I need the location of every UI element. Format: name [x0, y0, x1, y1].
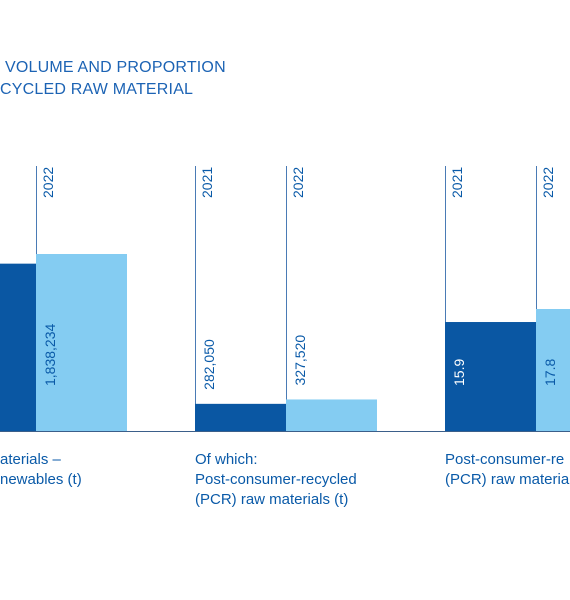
category-label-line: Post-consumer-re — [445, 451, 565, 468]
category-label-pcr-share: Post-consumer-re (PCR) raw materia — [445, 450, 569, 490]
category-label-line: Post-consumer-recycled — [195, 471, 357, 488]
chart-title-line-2: CYCLED RAW MATERIAL — [0, 81, 194, 98]
category-label-materials: aterials – newables (t) — [0, 450, 82, 490]
category-label-line: newables (t) — [0, 471, 82, 488]
bar-value-label: 17.8 — [542, 359, 558, 386]
bar-2021 — [0, 263, 36, 431]
bar-value-label: 327,520 — [292, 335, 308, 386]
category-label-line: (PCR) raw materia — [445, 471, 570, 488]
category-label-pcr-tonnes: Of which: Post-consumer-recycled (PCR) r… — [195, 450, 357, 510]
bar-value-label: 282,050 — [201, 339, 217, 390]
bar-2022 — [36, 254, 127, 431]
category-label-line: (PCR) raw materials (t) — [195, 491, 349, 508]
chart-title: VOLUME AND PROPORTION CYCLED RAW MATERIA… — [0, 57, 570, 101]
bar-value-label: 1,838,234 — [42, 324, 58, 386]
bar-2021 — [195, 403, 286, 431]
bar-value-label: 15.9 — [451, 359, 467, 386]
year-label: 2022 — [290, 167, 306, 198]
chart-title-line-1: VOLUME AND PROPORTION — [5, 59, 226, 76]
year-label: 2022 — [40, 167, 56, 198]
category-label-line: aterials – — [0, 451, 61, 468]
year-label: 2021 — [449, 167, 465, 198]
bar-2022 — [536, 309, 570, 431]
year-label: 2022 — [540, 167, 556, 198]
category-label-line: Of which: — [195, 451, 258, 468]
bar-2022 — [286, 399, 377, 431]
year-label: 2021 — [199, 167, 215, 198]
bar-2021 — [445, 322, 536, 431]
